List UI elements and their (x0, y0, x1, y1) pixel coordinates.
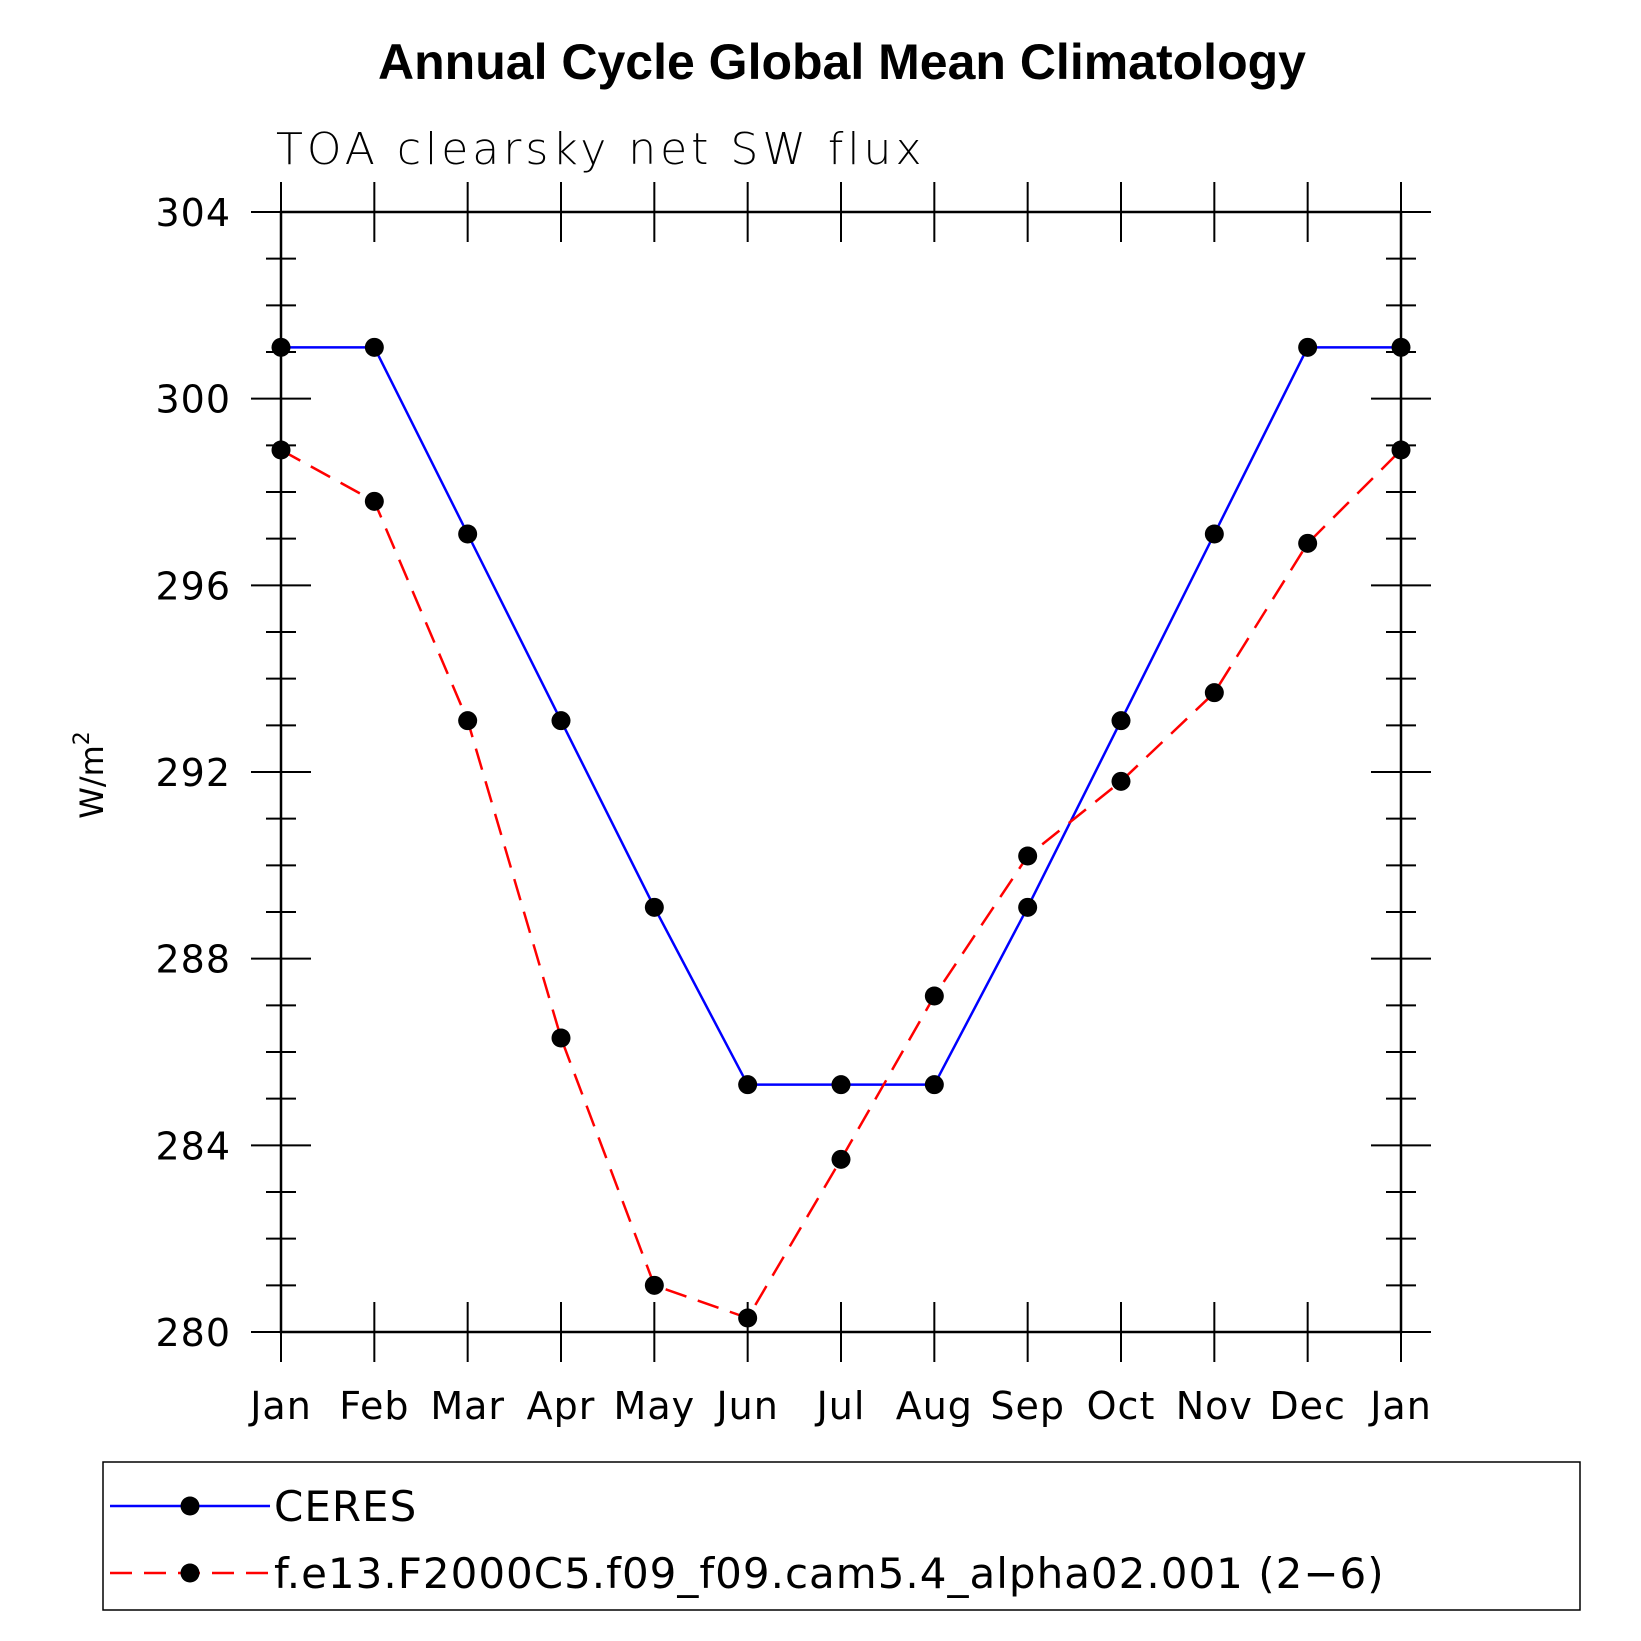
series-1-point (551, 711, 571, 731)
series-1-point (831, 1075, 851, 1095)
x-tick-label: Nov (1176, 1384, 1253, 1428)
legend-marker-1 (180, 1496, 200, 1516)
series-2-point (551, 1028, 571, 1048)
series-1-point (644, 897, 664, 917)
series-1-point (738, 1075, 758, 1095)
plot-frame (279, 210, 1403, 1334)
x-tick-label: Jul (815, 1384, 866, 1428)
series-1-point (1298, 337, 1318, 357)
y-tick-label: 300 (155, 378, 231, 422)
series-2-point (1204, 683, 1224, 703)
legend-label-2: f.e13.F2000C5.f09_f09.cam5.4_alpha02.001… (274, 1549, 1385, 1598)
series-1-point (458, 524, 478, 544)
legend: CERES f.e13.F2000C5.f09_f09.cam5.4_alpha0… (102, 1461, 1581, 1611)
series-1-point (1111, 711, 1131, 731)
y-tick-label: 296 (155, 564, 231, 608)
y-axis-label-superscript: 2 (70, 731, 95, 745)
series-1-point (364, 337, 384, 357)
series-2-point (924, 986, 944, 1006)
legend-items: CERES f.e13.F2000C5.f09_f09.cam5.4_alpha0… (110, 1482, 1385, 1598)
series-1-point (1204, 524, 1224, 544)
y-axis-label: W/m2 (70, 731, 111, 819)
x-tick-label: Apr (527, 1384, 596, 1428)
series-2-point (458, 711, 478, 731)
series-2-point (738, 1308, 758, 1328)
legend-box (102, 1461, 1581, 1611)
x-tick-label: Dec (1269, 1384, 1346, 1428)
series-2-point (364, 491, 384, 511)
y-tick-label: 288 (155, 938, 231, 982)
x-tick-label: Sep (990, 1384, 1065, 1428)
legend-marker-2 (180, 1563, 200, 1583)
tick-labels: 280 284 288 292 296 300 304 Jan Feb Mar Apr May Jun J… (155, 191, 1432, 1428)
x-tick-label: Oct (1087, 1384, 1156, 1428)
series-1-point (1018, 897, 1038, 917)
x-tick-label: Jan (1368, 1384, 1432, 1428)
chart-title: Annual Cycle Global Mean Climatology (378, 34, 1306, 90)
y-tick-label: 304 (155, 191, 231, 235)
series-line-1 (281, 346, 1401, 1086)
x-tick-label: Jun (714, 1384, 778, 1428)
series-2-point (644, 1275, 664, 1295)
y-tick-label: 284 (155, 1124, 231, 1168)
x-tick-label: Mar (430, 1384, 505, 1428)
y-axis-label-text: W/m (73, 745, 111, 819)
series-1-point (924, 1075, 944, 1095)
y-tick-label: 292 (155, 751, 231, 795)
y-tick-label: 280 (155, 1311, 231, 1355)
series-2-point (1298, 533, 1318, 553)
x-tick-label: Aug (896, 1384, 973, 1428)
series-2-point (1111, 771, 1131, 791)
x-tick-label: May (614, 1384, 696, 1428)
series-2-point (1018, 846, 1038, 866)
legend-label-1: CERES (274, 1482, 417, 1531)
x-tick-label: Jan (248, 1384, 312, 1428)
x-tick-label: Feb (339, 1384, 409, 1428)
svg-text:W/m2: W/m2 (70, 731, 111, 819)
series-line-2 (280, 448, 1402, 1320)
chart-subtitle: TOA clearsky net SW flux (276, 124, 925, 175)
series-2-point (831, 1149, 851, 1169)
axis-ticks (251, 182, 1431, 1362)
series-layer (271, 337, 1411, 1328)
